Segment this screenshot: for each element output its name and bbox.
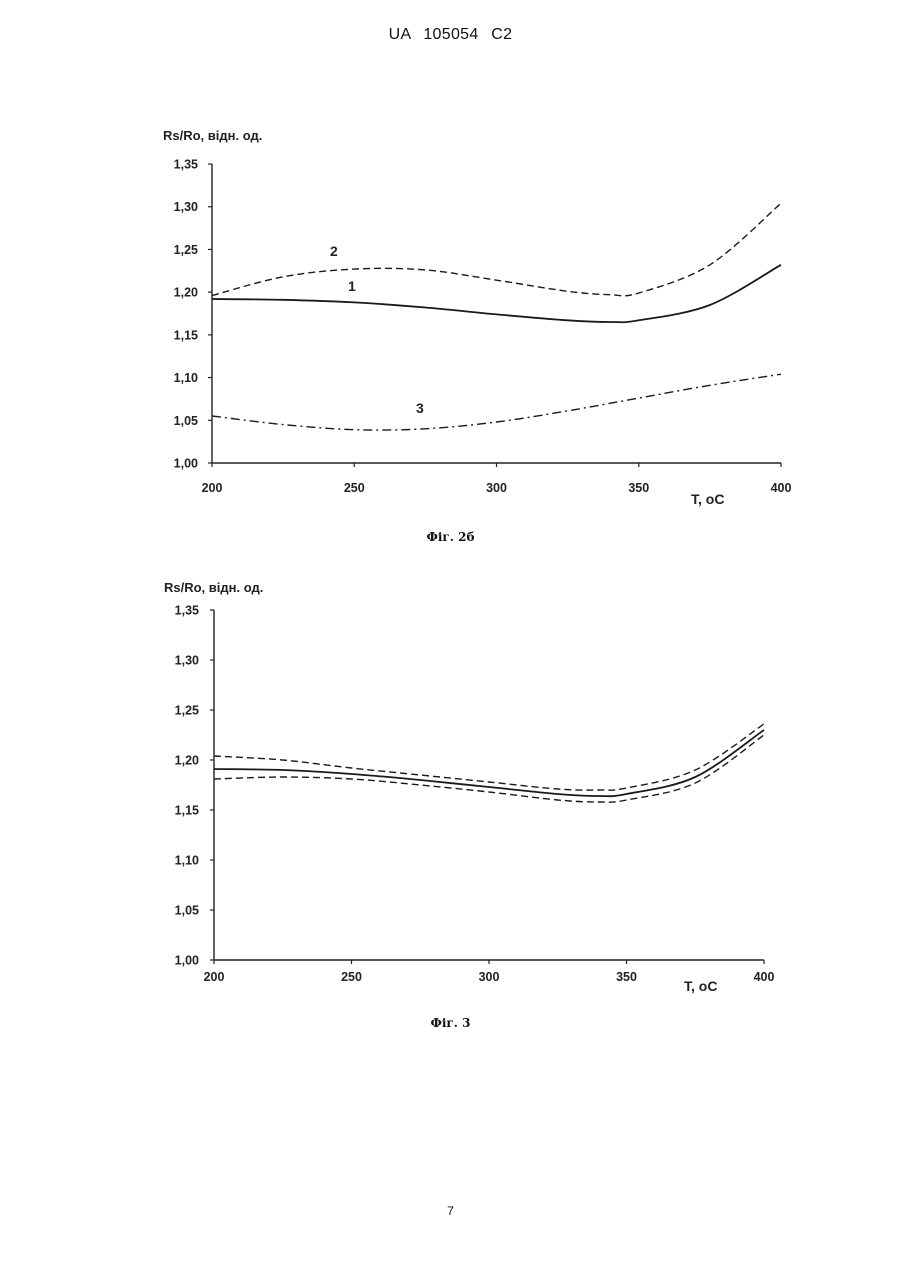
y-axis-label: Rs/Ro, відн. од. <box>163 128 262 143</box>
figure-2b-caption: Фіг. 2б <box>0 530 901 544</box>
y-tick-label: 1,30 <box>174 200 198 214</box>
x-tick-label: 350 <box>616 970 637 984</box>
y-tick-label: 1,00 <box>174 457 198 471</box>
y-tick-label: 1,15 <box>175 804 199 818</box>
y-tick-label: 1,10 <box>174 371 198 385</box>
y-tick-label: 1,25 <box>174 243 198 257</box>
chart-fig-3: 1,00 1,05 1,10 1,15 1,20 1,25 1,30 1,35 200 250 30… <box>0 570 901 1040</box>
y-tick-label: 1,15 <box>174 328 198 342</box>
x-tick-label: 400 <box>754 970 775 984</box>
x-tick-label: 200 <box>204 970 225 984</box>
series-line-1 <box>214 730 764 796</box>
x-tick-label: 250 <box>344 481 365 495</box>
series-line-3 <box>214 735 764 802</box>
y-tick-label: 1,20 <box>175 754 199 768</box>
series-line-2 <box>214 724 764 790</box>
curve-label: 3 <box>416 400 424 416</box>
series-line-3 <box>212 374 781 430</box>
y-tick-label: 1,00 <box>175 954 199 968</box>
y-tick-label: 1,20 <box>174 286 198 300</box>
x-tick-label: 400 <box>771 481 792 495</box>
x-tick-label: 200 <box>202 481 223 495</box>
x-tick-label: 250 <box>341 970 362 984</box>
figure-3-caption: Фіг. 3 <box>0 1016 901 1030</box>
x-tick-label: 350 <box>628 481 649 495</box>
y-tick-label: 1,35 <box>175 604 199 618</box>
series-line-1 <box>212 265 781 322</box>
x-axis-label: T, oC <box>691 491 724 507</box>
y-tick-label: 1,05 <box>174 414 198 428</box>
y-tick-label: 1,25 <box>175 704 199 718</box>
y-tick-label: 1,30 <box>175 654 199 668</box>
figure-3: 1,00 1,05 1,10 1,15 1,20 1,25 1,30 1,35 200 250 30… <box>0 570 901 1040</box>
y-axis-label: Rs/Ro, відн. од. <box>164 580 263 595</box>
patent-header: UA 105054 C2 <box>0 26 901 44</box>
x-tick-label: 300 <box>486 481 507 495</box>
y-tick-label: 1,05 <box>175 904 199 918</box>
page-number: 7 <box>0 1204 901 1218</box>
curve-label: 1 <box>348 278 356 294</box>
figure-2b: 1,00 1,05 1,10 1,15 1,20 1,25 1,30 1,35 200 250 30… <box>0 110 901 560</box>
y-tick-label: 1,10 <box>175 854 199 868</box>
chart-fig-2b: 1,00 1,05 1,10 1,15 1,20 1,25 1,30 1,35 200 250 30… <box>0 110 901 560</box>
y-tick-label: 1,35 <box>174 158 198 172</box>
curve-label: 2 <box>330 243 338 259</box>
series-line-2 <box>212 203 781 296</box>
x-axis-label: T, oC <box>684 978 717 994</box>
x-tick-label: 300 <box>479 970 500 984</box>
